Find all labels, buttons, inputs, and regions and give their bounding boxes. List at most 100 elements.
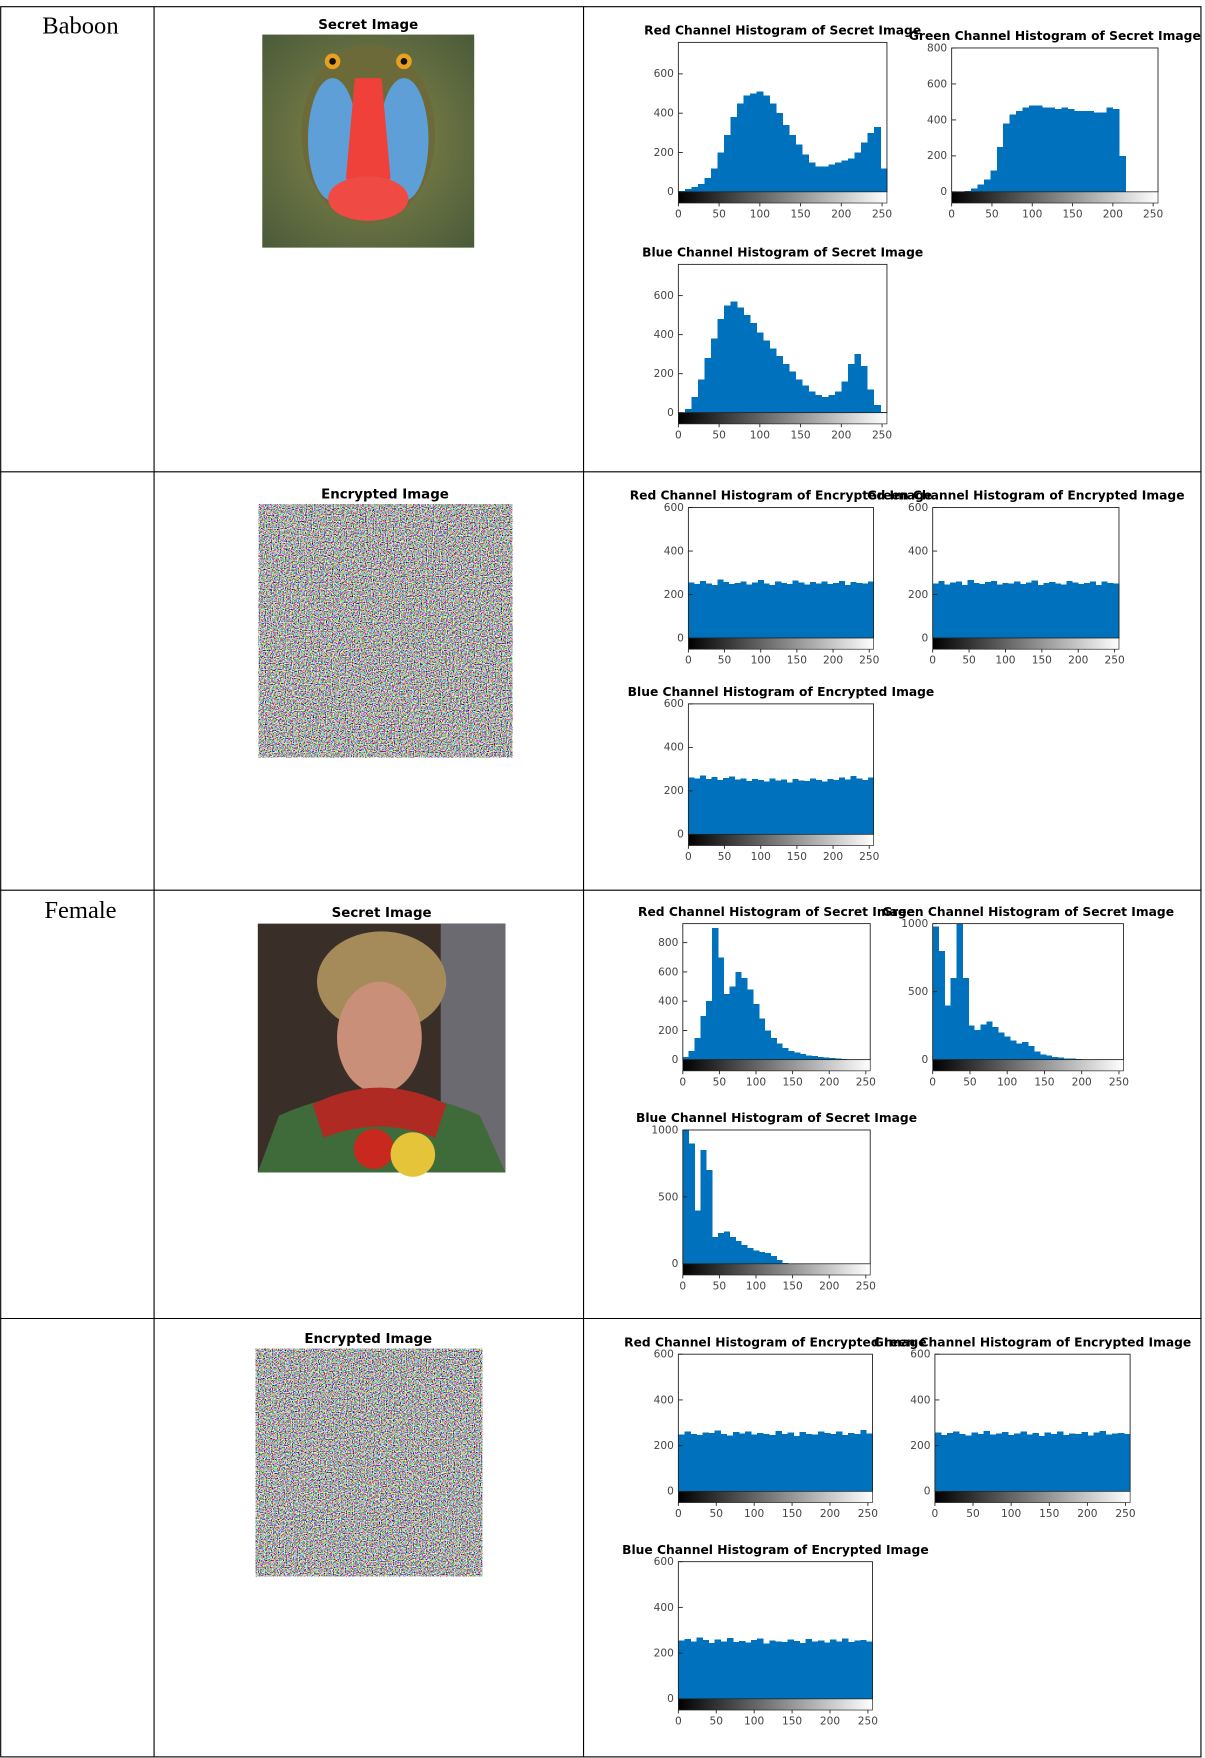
histogram-bar — [735, 583, 741, 638]
x-tick-label: 50 — [710, 1716, 724, 1728]
x-tick-label: 200 — [1077, 1508, 1097, 1520]
histogram-bar — [816, 780, 822, 834]
histogram-bar — [757, 333, 764, 413]
x-tick-label: 50 — [963, 1076, 977, 1088]
histogram-bar — [723, 582, 729, 638]
y-tick-label: 0 — [667, 407, 674, 419]
histogram-bar — [731, 301, 738, 412]
histogram-bar — [1028, 1046, 1034, 1060]
histogram-bar — [770, 348, 777, 412]
histogram-bar — [1055, 109, 1062, 192]
histogram-bar — [1029, 106, 1036, 192]
histogram-bar — [794, 1436, 800, 1492]
histogram-bar — [793, 581, 799, 638]
histogram-bar — [1061, 107, 1068, 192]
x-tick-label: 250 — [872, 429, 892, 441]
histogram-bar — [724, 305, 731, 412]
histogram-bar — [765, 1030, 771, 1059]
x-tick-label: 100 — [1001, 1508, 1021, 1520]
histogram-bar — [1072, 583, 1078, 638]
histogram-bar — [731, 117, 738, 192]
histogram-bar — [775, 780, 781, 834]
x-tick-label: 200 — [831, 429, 851, 441]
histogram-bar — [854, 153, 861, 192]
colorbar — [678, 192, 887, 203]
x-tick-label: 250 — [858, 1716, 878, 1728]
histogram-bar — [1048, 107, 1055, 192]
histogram-bar — [1081, 111, 1088, 192]
x-tick-label: 200 — [1103, 209, 1123, 221]
histogram-bar — [1014, 582, 1020, 639]
y-tick-label: 0 — [940, 186, 947, 198]
histogram-bar — [706, 1001, 712, 1060]
histogram-bar — [733, 1642, 739, 1699]
histogram-bar — [818, 1432, 824, 1492]
histogram-bar — [711, 168, 718, 192]
y-tick-label: 0 — [667, 1486, 674, 1498]
histogram-bar — [745, 1642, 751, 1698]
histogram-bar — [854, 354, 861, 413]
histogram-bar — [782, 1048, 788, 1060]
histogram-bar — [854, 1641, 860, 1699]
histogram-bar — [700, 581, 706, 638]
histogram-bar — [979, 584, 985, 638]
histogram-bar — [985, 582, 991, 638]
histogram-bar — [727, 1638, 733, 1699]
histogram-bar — [867, 133, 874, 192]
histogram-bar — [796, 380, 803, 413]
histogram-bar — [992, 1027, 998, 1060]
histogram-bar — [1003, 124, 1010, 192]
histogram-bar — [1008, 583, 1014, 638]
histogram-bar — [757, 92, 764, 192]
histogram-bar — [866, 1641, 872, 1698]
histogram-bar — [1100, 1431, 1106, 1491]
histogram-bar — [822, 397, 829, 413]
histogram-bar — [684, 1431, 690, 1491]
histogram-bar — [1087, 1435, 1093, 1491]
histogram-bar — [691, 187, 698, 192]
histogram-bar — [854, 1434, 860, 1492]
histogram-bar — [1008, 1435, 1014, 1491]
image-title: Secret Image — [318, 18, 418, 33]
histogram-bar — [802, 154, 809, 191]
colorbar — [688, 834, 873, 845]
histogram-bar — [724, 1232, 730, 1264]
histogram-bar — [850, 776, 856, 834]
histogram-bar — [763, 341, 770, 413]
x-tick-label: 150 — [783, 1280, 803, 1292]
histogram-bar — [751, 1640, 757, 1699]
y-tick-label: 0 — [677, 632, 684, 644]
histogram-bar — [996, 1433, 1002, 1491]
x-tick-label: 0 — [675, 209, 682, 221]
y-tick-label: 400 — [658, 996, 678, 1008]
y-tick-label: 0 — [921, 632, 928, 644]
row-label: Baboon — [42, 12, 118, 39]
histogram-bar — [759, 1252, 765, 1264]
histogram-bar — [1049, 582, 1055, 638]
chart-title: Blue Channel Histogram of Encrypted Imag… — [622, 1543, 929, 1557]
x-tick-label: 50 — [718, 655, 732, 667]
histogram-bar — [783, 125, 790, 192]
histogram-bar — [818, 1640, 824, 1699]
histogram-bar — [1107, 583, 1113, 638]
chart-title: Green Channel Histogram of Encrypted Ima… — [874, 1335, 1191, 1349]
histogram-bar — [787, 782, 793, 834]
histogram-bar — [836, 1431, 842, 1491]
colorbar — [678, 1491, 872, 1502]
histogram-bar — [842, 1639, 848, 1699]
y-tick-label: 200 — [908, 589, 928, 601]
histogram-bar — [1032, 580, 1038, 638]
histogram-bar — [715, 1430, 721, 1491]
colorbar — [933, 638, 1119, 649]
histogram-bar — [990, 170, 997, 192]
y-tick-label: 600 — [654, 290, 674, 302]
histogram-bar — [868, 777, 874, 834]
x-tick-label: 0 — [675, 429, 682, 441]
histogram-bar — [1046, 1056, 1052, 1060]
histogram-bar — [700, 775, 706, 834]
x-tick-label: 100 — [746, 1076, 766, 1088]
histogram-bar — [968, 1026, 974, 1060]
histogram-bar — [1004, 1037, 1010, 1060]
histogram-bar — [827, 779, 833, 834]
histogram-bar — [712, 585, 718, 638]
